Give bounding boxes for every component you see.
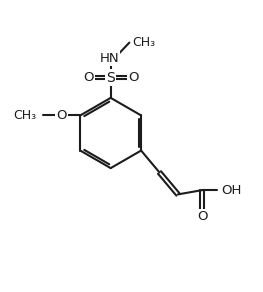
- Text: O: O: [83, 71, 94, 84]
- Text: CH₃: CH₃: [133, 36, 155, 48]
- Text: HN: HN: [100, 52, 119, 65]
- Text: O: O: [197, 210, 208, 223]
- Text: O: O: [56, 109, 67, 122]
- Text: O: O: [128, 71, 138, 84]
- Text: CH₃: CH₃: [14, 109, 37, 122]
- Text: S: S: [106, 71, 115, 85]
- Text: OH: OH: [221, 184, 241, 197]
